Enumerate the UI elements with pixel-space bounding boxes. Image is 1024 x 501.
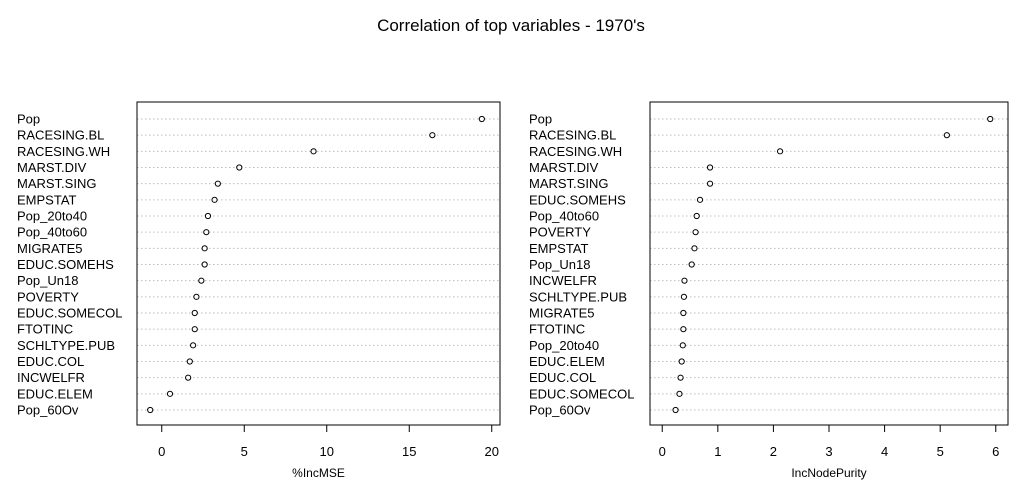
data-point: [688, 261, 695, 268]
data-point: [214, 180, 221, 187]
data-point: [191, 309, 198, 317]
category-label: EDUC.SOMEHS: [529, 192, 626, 207]
data-point: [776, 148, 784, 155]
data-point: [680, 326, 687, 333]
data-point: [693, 212, 700, 220]
data-point: [672, 406, 679, 414]
panel-1: PopRACESING.BLRACESING.WHMARST.DIVMARST.…: [17, 101, 501, 480]
tick-label: 3: [825, 444, 832, 459]
x-axis-label: IncNodePurity: [791, 466, 866, 480]
category-label: RACESING.BL: [17, 128, 104, 143]
tick-label: 5: [937, 444, 944, 459]
category-label: MARST.SING: [529, 176, 608, 191]
data-point: [691, 245, 698, 252]
category-label: Pop_60Ov: [17, 403, 79, 418]
tick-label: 1: [714, 444, 721, 459]
category-label: SCHLTYPE.PUB: [17, 338, 115, 353]
data-point: [191, 326, 198, 333]
tick-label: 4: [881, 444, 888, 459]
category-label: MARST.DIV: [17, 160, 87, 175]
category-label: EDUC.SOMEHS: [17, 257, 114, 272]
category-label: POVERTY: [17, 289, 79, 304]
category-label: RACESING.BL: [529, 128, 616, 143]
category-label: SCHLTYPE.PUB: [529, 289, 627, 304]
category-label: Pop_40to60: [529, 209, 599, 224]
data-point: [677, 374, 684, 381]
data-point: [681, 277, 688, 284]
data-point: [211, 196, 218, 203]
chart-title: Correlation of top variables - 1970's: [377, 16, 645, 35]
data-point: [198, 277, 205, 284]
category-label: MARST.SING: [17, 176, 96, 191]
category-label: MARST.DIV: [529, 160, 599, 175]
category-label: FTOTINC: [529, 322, 585, 337]
category-label: Pop_20to40: [17, 209, 87, 224]
category-label: FTOTINC: [17, 322, 73, 337]
data-point: [201, 261, 208, 268]
category-label: RACESING.WH: [17, 144, 110, 159]
data-point: [166, 390, 174, 397]
data-point: [943, 132, 950, 139]
data-point: [478, 115, 485, 123]
data-point: [679, 342, 686, 349]
data-point: [706, 180, 714, 187]
data-point: [201, 245, 208, 252]
category-label: Pop_60Ov: [529, 403, 591, 418]
data-point: [429, 132, 436, 139]
x-axis-label: %IncMSE: [292, 466, 345, 480]
data-point: [186, 358, 193, 365]
tick-label: 10: [320, 444, 334, 459]
data-point: [310, 148, 317, 155]
category-label: EMPSTAT: [17, 192, 77, 207]
category-label: EDUC.ELEM: [17, 386, 93, 401]
tick-label: 15: [402, 444, 416, 459]
category-label: Pop_40to60: [17, 225, 87, 240]
category-label: EDUC.SOMECOL: [529, 386, 634, 401]
tick-label: 20: [485, 444, 499, 459]
tick-label: 2: [770, 444, 777, 459]
category-label: EDUC.ELEM: [529, 354, 605, 369]
category-label: INCWELFR: [17, 370, 85, 385]
category-label: EDUC.COL: [529, 370, 596, 385]
category-label: EDUC.COL: [17, 354, 84, 369]
x-axis: 0 1 2 3 4 5 6: [659, 424, 999, 459]
tick-label: 0: [659, 444, 666, 459]
data-point: [204, 212, 212, 220]
category-label: EDUC.SOMECOL: [17, 306, 122, 321]
category-label: Pop_Un18: [529, 257, 590, 272]
data-point: [680, 293, 688, 300]
data-point: [678, 358, 685, 365]
category-label: EMPSTAT: [529, 241, 589, 256]
category-label: Pop: [529, 112, 552, 127]
x-axis: 0 5 10 15 20: [158, 424, 499, 459]
category-label: Pop_Un18: [17, 273, 78, 288]
data-point: [696, 196, 704, 203]
category-label: RACESING.WH: [529, 144, 622, 159]
data-point: [680, 309, 687, 317]
category-label: INCWELFR: [529, 273, 597, 288]
tick-label: 5: [241, 444, 248, 459]
data-point: [147, 406, 154, 414]
data-point: [692, 229, 699, 236]
tick-label: 6: [992, 444, 999, 459]
data-point: [193, 293, 200, 300]
category-label: Pop_20to40: [529, 338, 599, 353]
category-label: Pop: [17, 112, 40, 127]
data-point: [185, 374, 192, 381]
data-point: [190, 342, 197, 349]
plot-frame: [649, 101, 1009, 426]
category-label: POVERTY: [529, 225, 591, 240]
category-label: MIGRATE5: [17, 241, 83, 256]
data-point: [706, 164, 714, 171]
tick-label: 0: [158, 444, 165, 459]
data-point: [236, 164, 243, 171]
data-point: [987, 115, 994, 123]
data-point: [676, 390, 683, 397]
panel-2: PopRACESING.BLRACESING.WHMARST.DIVMARST.…: [529, 101, 1009, 480]
plot-frame: [136, 101, 501, 426]
category-label: MIGRATE5: [529, 306, 595, 321]
data-point: [203, 229, 210, 236]
